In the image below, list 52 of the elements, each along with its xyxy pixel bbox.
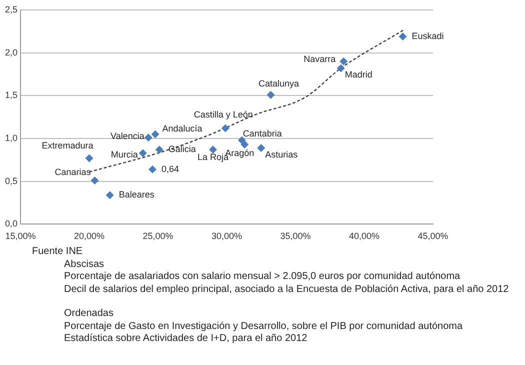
point [340, 57, 348, 66]
x-tick-label: 30,00% [211, 231, 242, 242]
text: Ordenadas [63, 308, 114, 320]
point [238, 136, 246, 144]
annotation: Canarias [54, 166, 92, 177]
annotation: Navarra [304, 54, 336, 64]
annotation: Euskadi [412, 31, 444, 42]
point [336, 64, 345, 72]
text: Estadística sobre Actividades de I+D, para el año 2012 [63, 333, 308, 346]
text: Porcentaje de asalariados con salario mensual > 2.095,0 euros por comunidad autónoma [63, 271, 462, 284]
y-tick-label: 2,5 [4, 4, 18, 14]
annotation: Catalunya [258, 78, 300, 88]
y-tick-label: 0,5 [4, 176, 18, 186]
text: Abscisas [63, 258, 106, 271]
annotation: Cantabria [242, 128, 282, 139]
y-tick-label: 1,0 [4, 133, 18, 144]
point [257, 144, 266, 152]
point [398, 32, 407, 41]
annotation: Asturias [265, 149, 298, 160]
x-tick-label: 45,00% [418, 231, 448, 242]
source-note: Fuente INE [32, 246, 84, 258]
x-tick-label: 20,00% [74, 231, 105, 242]
point [106, 191, 114, 200]
annotation: 0,64 [162, 164, 180, 174]
x-tick-label: 35,00% [280, 231, 311, 242]
point [155, 146, 164, 154]
point [148, 165, 157, 174]
y-tick-label: 1,5 [4, 90, 18, 100]
point [209, 146, 218, 154]
text: Decil de salarios del empleo principal, asociado a la Encuesta de Población Activa, para el año 2012 [63, 284, 509, 296]
point [221, 124, 230, 132]
point [266, 90, 275, 99]
annotation: Baleares [118, 190, 155, 200]
point [85, 154, 94, 162]
annotation: Madrid [344, 70, 372, 80]
point [151, 130, 160, 138]
x-tick-label: 15,00% [5, 231, 36, 242]
x-tick-label: 40,00% [348, 231, 380, 242]
point [144, 134, 152, 142]
y-tick-label: 2,0 [4, 47, 18, 58]
point [138, 149, 147, 158]
annotation: Extremadura [42, 140, 94, 151]
text: Porcentaje de Gasto en Investigación y Desarrollo, sobre el PIB por comunidad autónoma [63, 320, 464, 333]
y-tick-label: 0,0 [4, 218, 18, 229]
annotation: Castilla y León [194, 110, 253, 120]
annotation: Andalucía [162, 124, 202, 134]
point [240, 140, 249, 149]
annotation: Valencia [110, 131, 144, 142]
annotation: Murcia [110, 150, 138, 160]
point [90, 176, 99, 185]
annotation: Galicia [168, 144, 196, 154]
x-tick-label: 25,00% [142, 231, 174, 242]
